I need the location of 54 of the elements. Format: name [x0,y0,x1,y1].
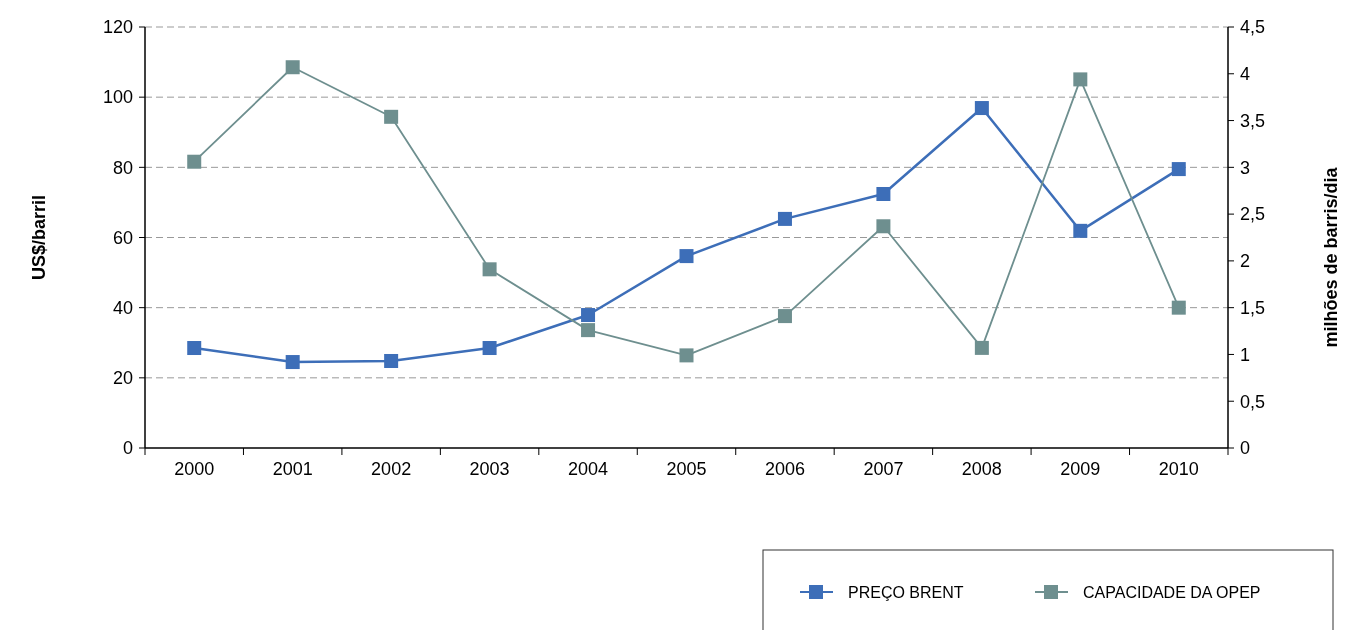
legend-label: CAPACIDADE DA OPEP [1083,583,1261,601]
y-tick-label: 120 [102,17,133,38]
point [679,348,694,363]
point [187,154,202,169]
point [187,341,202,356]
point [679,249,694,264]
point [285,355,300,370]
x-tick-label: 2003 [469,459,510,479]
y-tick-label: 80 [112,157,133,178]
x-tick-label: 2010 [1158,459,1199,479]
y-tick-label: 20 [112,368,133,389]
y2-tick-label: 2 [1240,251,1251,272]
point [482,341,497,356]
y2-axis-title: milhões de barris/dia [1321,166,1341,348]
y-axis-title: US$/barril [29,194,49,281]
y-tick-label: 60 [112,227,133,248]
x-tick-label: 2007 [863,459,904,479]
y-tick-label: 0 [122,438,133,459]
x-tick-label: 2009 [1060,459,1101,479]
y2-tick-label: 0 [1240,438,1251,459]
point [974,101,989,116]
y2-tick-label: 4,5 [1240,17,1266,38]
y2-tick-label: 1,5 [1240,297,1266,318]
y2-tick-label: 3,5 [1240,110,1266,131]
x-tick-label: 2008 [961,459,1002,479]
point [1171,162,1186,177]
y-tick-label: 40 [112,297,133,318]
y-tick-label: 100 [102,87,133,108]
x-tick-label: 2006 [764,459,805,479]
y2-tick-label: 0,5 [1240,391,1266,412]
x-tick-label: 2001 [272,459,313,479]
point [581,308,596,323]
point [876,219,891,234]
point [1073,72,1088,87]
point [1171,300,1186,315]
x-tick-label: 2004 [568,459,609,479]
point [876,187,891,201]
point [581,323,596,338]
point [384,353,399,368]
point [384,109,399,124]
point [482,262,497,277]
point [285,60,300,75]
point [777,211,792,226]
y2-tick-label: 2,5 [1240,204,1266,225]
legend-label: PREÇO BRENT [848,583,964,601]
point [777,309,792,324]
y2-tick-label: 3 [1240,157,1251,178]
x-tick-label: 2000 [174,459,215,479]
x-tick-label: 2002 [371,459,412,479]
point [1073,223,1088,238]
y2-tick-label: 1 [1240,344,1251,365]
point [974,340,989,355]
y2-tick-label: 4 [1240,64,1251,85]
x-tick-label: 2005 [666,459,707,479]
